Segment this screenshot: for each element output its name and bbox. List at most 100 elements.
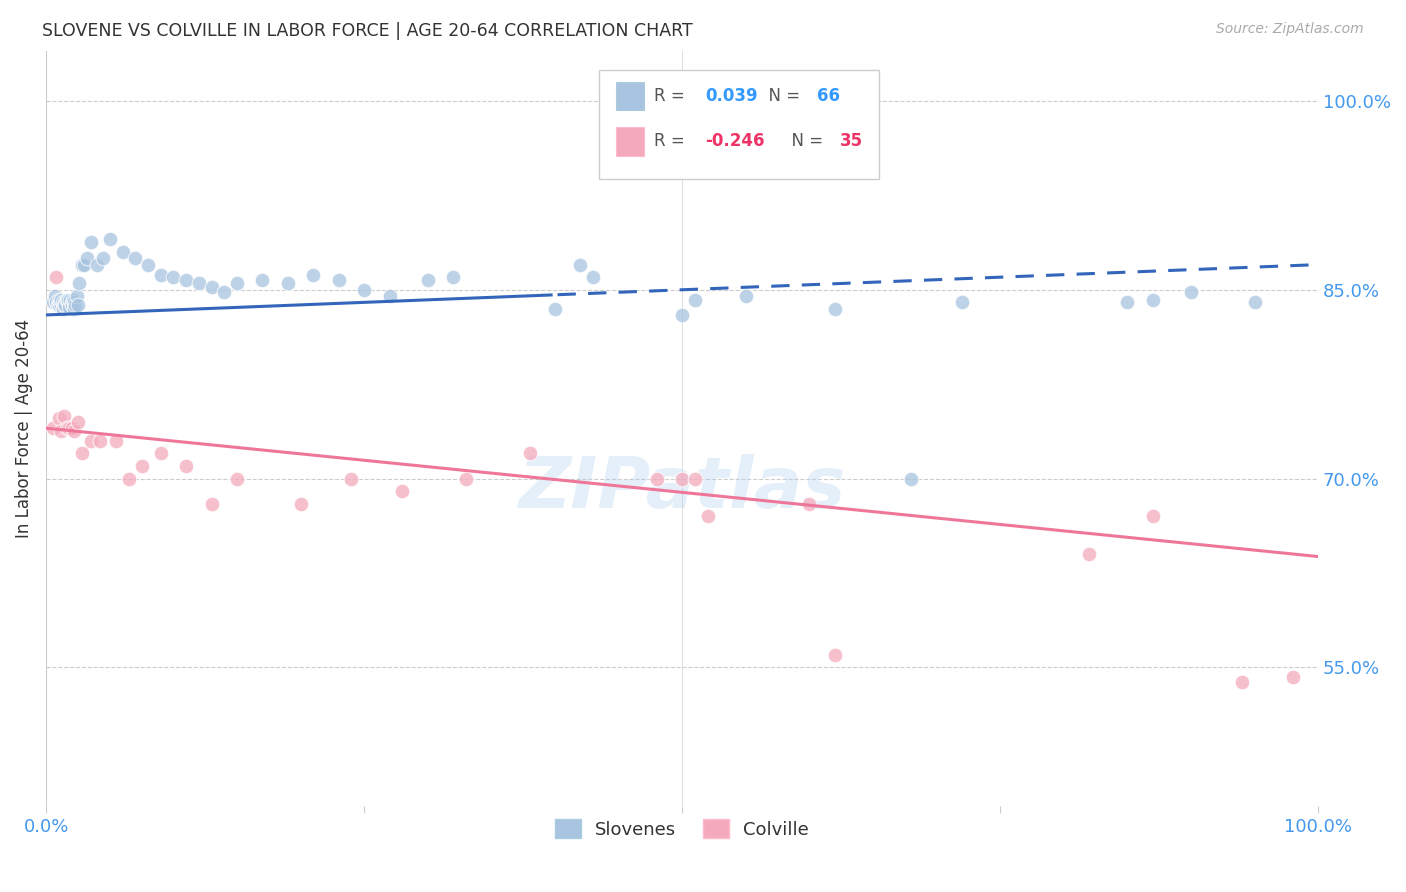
Point: [105, 434, 128, 448]
Point: [214, 285, 236, 300]
Point: [454, 471, 477, 485]
Text: N =: N =: [782, 132, 828, 150]
Point: [799, 497, 821, 511]
Point: [53, 298, 76, 312]
Point: [51, 424, 73, 438]
Point: [80, 434, 103, 448]
Point: [277, 277, 299, 291]
Point: [41, 295, 63, 310]
Text: -0.246: -0.246: [704, 132, 765, 150]
Point: [824, 301, 846, 316]
Point: [645, 471, 668, 485]
Point: [187, 277, 209, 291]
Point: [162, 270, 184, 285]
Point: [45, 270, 67, 285]
Point: [80, 235, 103, 249]
Point: [46, 298, 69, 312]
Point: [70, 258, 93, 272]
Point: [353, 283, 375, 297]
Point: [226, 277, 249, 291]
Text: Source: ZipAtlas.com: Source: ZipAtlas.com: [1216, 22, 1364, 37]
Point: [252, 273, 274, 287]
Point: [200, 497, 222, 511]
Point: [53, 298, 76, 312]
Point: [734, 289, 756, 303]
Point: [569, 258, 592, 272]
FancyBboxPatch shape: [599, 70, 879, 179]
Point: [93, 252, 115, 266]
Text: 66: 66: [817, 87, 839, 105]
Text: R =: R =: [654, 87, 690, 105]
Point: [60, 421, 83, 435]
Point: [67, 277, 90, 291]
Point: [544, 301, 567, 316]
Point: [900, 471, 922, 485]
Point: [55, 421, 77, 435]
Point: [51, 293, 73, 307]
Point: [950, 295, 973, 310]
Point: [302, 268, 325, 282]
Point: [45, 295, 67, 310]
Point: [378, 289, 401, 303]
Point: [44, 289, 66, 303]
Point: [226, 471, 249, 485]
Point: [696, 509, 718, 524]
Point: [66, 298, 89, 312]
Point: [824, 648, 846, 662]
Point: [65, 298, 87, 312]
Point: [174, 458, 197, 473]
Point: [149, 268, 172, 282]
Point: [1180, 285, 1202, 300]
Point: [66, 289, 89, 303]
Point: [683, 293, 706, 307]
Point: [60, 295, 83, 310]
Point: [70, 446, 93, 460]
Y-axis label: In Labor Force | Age 20-64: In Labor Force | Age 20-64: [15, 318, 32, 538]
Point: [73, 258, 96, 272]
Point: [55, 293, 77, 307]
Point: [1230, 675, 1253, 690]
Point: [53, 409, 76, 423]
Point: [49, 295, 72, 310]
Point: [41, 421, 63, 435]
Point: [124, 252, 146, 266]
Point: [63, 301, 86, 316]
Point: [582, 270, 605, 285]
Point: [683, 471, 706, 485]
Point: [441, 270, 464, 285]
Point: [136, 258, 159, 272]
Point: [66, 415, 89, 429]
Point: [63, 295, 86, 310]
Bar: [616, 82, 644, 111]
Point: [63, 424, 86, 438]
Bar: [616, 127, 644, 155]
Legend: Slovenes, Colville: Slovenes, Colville: [548, 812, 815, 846]
Point: [86, 258, 108, 272]
Text: ZIPatlas: ZIPatlas: [519, 454, 846, 523]
Text: SLOVENE VS COLVILLE IN LABOR FORCE | AGE 20-64 CORRELATION CHART: SLOVENE VS COLVILLE IN LABOR FORCE | AGE…: [42, 22, 693, 40]
Point: [48, 298, 70, 312]
Point: [89, 434, 111, 448]
Point: [1142, 293, 1164, 307]
Point: [111, 245, 134, 260]
Point: [1078, 547, 1101, 561]
Point: [52, 301, 75, 316]
Text: 35: 35: [839, 132, 863, 150]
Point: [56, 295, 79, 310]
Point: [1116, 295, 1139, 310]
Point: [51, 298, 73, 312]
Point: [1281, 670, 1303, 684]
Point: [60, 298, 83, 312]
Point: [48, 411, 70, 425]
Point: [328, 273, 350, 287]
Point: [76, 252, 98, 266]
Point: [391, 484, 413, 499]
Point: [56, 293, 79, 307]
Text: 0.039: 0.039: [704, 87, 758, 105]
Point: [98, 232, 121, 246]
Point: [290, 497, 312, 511]
Point: [149, 446, 172, 460]
Point: [48, 293, 70, 307]
Text: R =: R =: [654, 132, 690, 150]
Text: N =: N =: [758, 87, 806, 105]
